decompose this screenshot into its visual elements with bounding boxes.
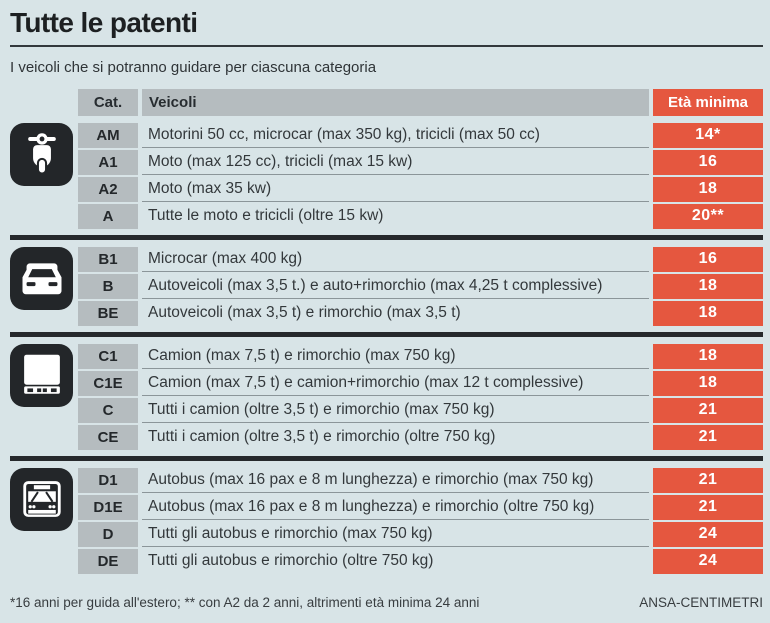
min-age-cell: 18 [653,370,763,396]
car-icon [10,246,73,310]
group-autobus-icon-cell [10,467,74,574]
bus-icon [10,467,73,531]
group-auto: B1 Microcar (max 400 kg) 16 B Autoveicol… [10,246,763,326]
group-divider [10,331,763,337]
vehicle-desc-cell: Autoveicoli (max 3,5 t) e rimorchio (max… [148,304,461,322]
vehicle-desc-cell: Tutti gli autobus e rimorchio (max 750 k… [142,522,649,547]
category-cell: C1E [78,370,138,396]
scooter-icon [10,122,73,186]
min-age-cell: 18 [653,343,763,369]
min-age-cell: 20** [653,203,763,229]
truck-icon [10,343,73,407]
category-cell: C [78,397,138,423]
min-age-cell: 16 [653,246,763,272]
category-cell: D1 [78,467,138,493]
agency-credit: ANSA-CENTIMETRI [639,594,763,610]
min-age-cell: 21 [653,494,763,520]
header-category: Cat. [78,88,138,116]
category-cell: A2 [78,176,138,202]
min-age-cell: 21 [653,397,763,423]
vehicle-desc-cell: Autobus (max 16 pax e 8 m lunghezza) e r… [142,468,649,493]
vehicle-desc-cell: Microcar (max 400 kg) [142,247,649,272]
vehicle-desc-cell: Moto (max 35 kw) [142,177,649,202]
category-cell: AM [78,122,138,148]
min-age-cell: 14* [653,122,763,148]
page-subtitle: I veicoli che si potranno guidare per ci… [10,58,377,76]
group-autobus: D1 Autobus (max 16 pax e 8 m lunghezza) … [10,467,763,574]
min-age-cell: 18 [653,300,763,326]
vehicle-desc-cell: Motorini 50 cc, microcar (max 350 kg), t… [142,123,649,148]
table-header-row: Cat. Veicoli Età minima [10,88,763,116]
group-moto: AM Motorini 50 cc, microcar (max 350 kg)… [10,122,763,229]
category-cell: A1 [78,149,138,175]
vehicle-desc-cell: Tutti i camion (oltre 3,5 t) e rimorchio… [148,428,496,446]
min-age-cell: 21 [653,467,763,493]
footnote-text: *16 anni per guida all'estero; ** con A2… [10,594,480,610]
category-cell: BE [78,300,138,326]
min-age-cell: 18 [653,176,763,202]
group-moto-icon-cell [10,122,74,229]
group-auto-icon-cell [10,246,74,326]
header-min-age: Età minima [653,88,763,116]
header-icon-spacer [10,89,74,116]
category-cell: B1 [78,246,138,272]
vehicle-desc-cell: Moto (max 125 cc), tricicli (max 15 kw) [142,150,649,175]
category-cell: B [78,273,138,299]
license-table: Cat. Veicoli Età minima AM Motorini 50 c… [10,88,763,574]
header-vehicles: Veicoli [142,88,649,116]
category-cell: CE [78,424,138,450]
group-camion-icon-cell [10,343,74,450]
group-divider [10,234,763,240]
page-title: Tutte le patenti [10,7,198,38]
min-age-cell: 24 [653,521,763,547]
vehicle-desc-cell: Autoveicoli (max 3,5 t.) e auto+rimorchi… [142,274,649,299]
min-age-cell: 16 [653,149,763,175]
vehicle-desc-cell: Tutte le moto e tricicli (oltre 15 kw) [148,207,384,225]
category-cell: C1 [78,343,138,369]
category-cell: D [78,521,138,547]
vehicle-desc-cell: Autobus (max 16 pax e 8 m lunghezza) e r… [142,495,649,520]
vehicle-desc-cell: Tutti i camion (oltre 3,5 t) e rimorchio… [142,398,649,423]
vehicle-desc-cell: Camion (max 7,5 t) e rimorchio (max 750 … [142,344,649,369]
vehicle-desc-cell: Tutti gli autobus e rimorchio (oltre 750… [148,552,434,570]
vehicle-desc-cell: Camion (max 7,5 t) e camion+rimorchio (m… [142,371,649,396]
category-cell: DE [78,548,138,574]
min-age-cell: 21 [653,424,763,450]
min-age-cell: 24 [653,548,763,574]
title-rule [10,44,763,47]
footer: *16 anni per guida all'estero; ** con A2… [10,595,763,610]
min-age-cell: 18 [653,273,763,299]
group-camion: C1 Camion (max 7,5 t) e rimorchio (max 7… [10,343,763,450]
group-divider [10,455,763,461]
category-cell: D1E [78,494,138,520]
category-cell: A [78,203,138,229]
